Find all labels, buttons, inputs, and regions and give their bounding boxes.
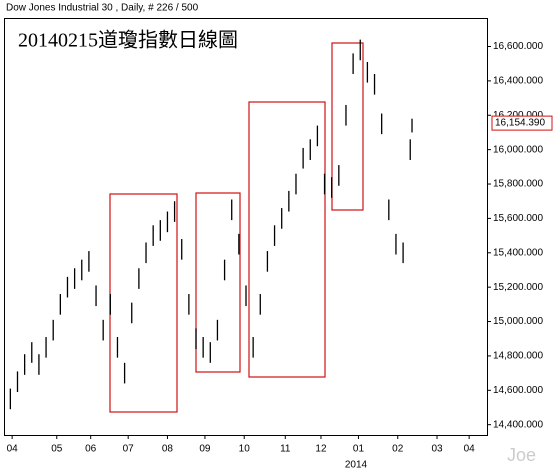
y-tick-label: 16,400.000: [493, 76, 543, 87]
year-label: 2014: [345, 460, 368, 471]
y-tick-label: 14,400.000: [493, 419, 543, 430]
x-tick-label: 06: [85, 444, 97, 455]
x-tick-label: 11: [280, 444, 291, 455]
x-tick-label: 12: [315, 444, 327, 455]
highlight-boxes: [109, 42, 364, 413]
highlight-box: [195, 192, 241, 373]
x-tick-label: 03: [431, 444, 443, 455]
x-tick-label: 01: [353, 444, 365, 455]
x-tick-label: 10: [239, 444, 251, 455]
x-tick-label: 05: [51, 444, 63, 455]
y-tick-label: 16,600.000: [493, 41, 543, 52]
x-tick-label: 08: [162, 444, 174, 455]
highlight-box: [248, 101, 326, 378]
chart-title: Dow Jones Industrial 30 , Daily, # 226 /…: [6, 3, 199, 14]
x-tick-label: 04: [7, 444, 19, 455]
y-tick-label: 15,400.000: [493, 247, 543, 258]
y-tick-label: 14,800.000: [493, 351, 543, 362]
highlight-box: [331, 42, 364, 211]
last-price-box: [491, 115, 553, 131]
x-tick-label: 09: [199, 444, 211, 455]
plot-frame: [4, 18, 488, 436]
watermark: Joe: [507, 445, 536, 465]
y-tick-label: 15,600.000: [493, 213, 543, 224]
y-tick-label: 15,800.000: [493, 179, 543, 190]
x-tick-label: 07: [123, 444, 135, 455]
y-tick-label: 15,000.000: [493, 316, 543, 327]
annotation: 20140215道瓊指數日線圖: [18, 29, 238, 52]
x-tick-label: 02: [392, 444, 404, 455]
y-tick-label: 15,200.000: [493, 282, 543, 293]
last-price-label: 16,154.390: [495, 118, 545, 129]
x-tick-label: 04: [464, 444, 476, 455]
y-tick-label: 16,000.000: [493, 144, 543, 155]
y-tick-label: 16,200.000: [493, 110, 543, 121]
y-tick-label: 14,600.000: [493, 385, 543, 396]
